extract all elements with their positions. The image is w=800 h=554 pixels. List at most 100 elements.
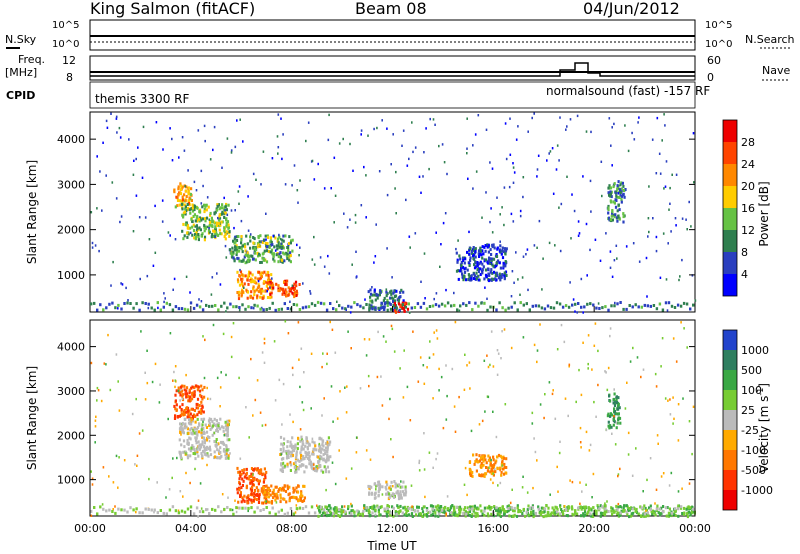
velocity-scatter-cell [608, 426, 611, 430]
power-scatter-cell [234, 235, 237, 239]
velocity-scatter-cell [298, 459, 301, 463]
power-scatter-cell [225, 218, 228, 222]
velocity-scatter-cell [286, 440, 289, 444]
power-scatter-speck [115, 115, 118, 118]
velocity-scatter-cell [603, 510, 606, 514]
velocity-scatter-cell [584, 505, 587, 509]
velocity-scatter-cell [319, 454, 322, 458]
velocity-scatter-speck [510, 346, 513, 350]
velocity-scatter-cell [292, 462, 296, 466]
power-ground-cell [322, 302, 326, 306]
power-scatter-cell [263, 280, 266, 284]
velocity-scatter-speck [531, 411, 534, 415]
velocity-ground-cell [564, 508, 568, 512]
velocity-scatter-cell [195, 402, 198, 406]
velocity-scatter-cell [201, 442, 204, 446]
power-ground-cell [368, 306, 371, 310]
velocity-scatter-cell [253, 497, 256, 501]
velocity-scatter-cell [516, 504, 519, 508]
power-cbar-tick-label: 12 [741, 224, 755, 237]
power-scatter-cell [476, 268, 479, 272]
velocity-ground-cell [298, 506, 302, 510]
velocity-ground-cell [552, 508, 556, 512]
power-scatter-cell [230, 254, 234, 257]
velocity-ground-cell [498, 512, 501, 516]
velocity-scatter-speck [376, 375, 379, 379]
power-scatter-speck [213, 125, 216, 129]
velocity-scatter-cell [184, 392, 187, 396]
power-scatter-cell [237, 246, 240, 249]
velocity-scatter-speck [454, 430, 457, 433]
velocity-scatter-cell [228, 438, 231, 442]
velocity-scatter-speck [604, 502, 606, 505]
velocity-scatter-cell [193, 450, 197, 454]
velocity-scatter-cell [286, 445, 289, 449]
velocity-ground-cell [156, 511, 159, 515]
velocity-scatter-cell [542, 506, 545, 510]
velocity-scatter-speck [295, 504, 298, 507]
velocity-scatter-cell [391, 505, 394, 509]
power-scatter-speck [115, 197, 118, 200]
velocity-scatter-cell [213, 417, 216, 421]
velocity-scatter-cell [178, 438, 181, 442]
velocity-scatter-speck [492, 481, 494, 485]
power-scatter-speck [442, 221, 445, 225]
time-xtick-label: 00:00 [679, 522, 711, 535]
power-scatter-speck [271, 277, 273, 280]
velocity-scatter-speck [667, 399, 669, 402]
velocity-scatter-cell [582, 514, 585, 518]
velocity-scatter-speck [100, 399, 103, 403]
velocity-scatter-cell [239, 493, 242, 497]
velocity-scatter-cell [627, 507, 630, 511]
velocity-scatter-speck [285, 452, 288, 455]
velocity-scatter-cell [402, 480, 405, 484]
velocity-scatter-speck [409, 419, 412, 422]
velocity-scatter-cell [618, 416, 622, 420]
power-scatter-cell [479, 252, 482, 256]
power-scatter-cell [401, 306, 404, 310]
power-scatter-cell [266, 281, 269, 285]
velocity-scatter-cell [339, 508, 342, 512]
velocity-scatter-cell [662, 505, 665, 508]
velocity-scatter-cell [245, 486, 248, 490]
velocity-scatter-cell [262, 480, 265, 484]
power-scatter-speck [265, 238, 267, 241]
power-ground-cell [679, 304, 683, 308]
velocity-scatter-cell [236, 487, 239, 491]
velocity-scatter-cell [321, 443, 324, 447]
velocity-scatter-cell [603, 513, 607, 517]
velocity-scatter-cell [243, 468, 246, 472]
velocity-scatter-cell [268, 489, 272, 493]
power-scatter-speck [181, 136, 184, 139]
power-scatter-cell [191, 206, 194, 210]
velocity-scatter-cell [332, 514, 335, 518]
velocity-scatter-cell [421, 507, 424, 511]
power-scatter-cell [503, 271, 506, 275]
power-scatter-speck [313, 178, 316, 181]
velocity-scatter-cell [188, 436, 191, 440]
power-scatter-speck [211, 276, 214, 279]
velocity-scatter-cell [175, 389, 178, 393]
velocity-scatter-cell [608, 394, 611, 398]
power-scatter-cell [235, 253, 238, 256]
velocity-scatter-cell [220, 454, 223, 458]
power-scatter-speck [601, 194, 603, 198]
velocity-scatter-cell [616, 511, 620, 515]
power-scatter-cell [195, 229, 199, 233]
velocity-scatter-cell [300, 447, 303, 450]
velocity-scatter-cell [200, 395, 203, 399]
velocity-scatter-cell [250, 492, 253, 496]
power-scatter-cell [244, 261, 247, 265]
power-scatter-speck [648, 185, 650, 188]
velocity-scatter-cell [303, 457, 306, 460]
power-scatter-speck [161, 220, 164, 223]
velocity-scatter-speck [551, 392, 554, 396]
velocity-scatter-cell [189, 454, 192, 458]
power-scatter-speck [455, 247, 457, 251]
velocity-scatter-layer [90, 320, 696, 519]
power-scatter-cell [498, 272, 501, 276]
velocity-scatter-cell [488, 456, 491, 460]
power-scatter-cell [264, 289, 267, 293]
velocity-scatter-speck [560, 323, 563, 327]
power-scatter-speck [202, 184, 204, 188]
